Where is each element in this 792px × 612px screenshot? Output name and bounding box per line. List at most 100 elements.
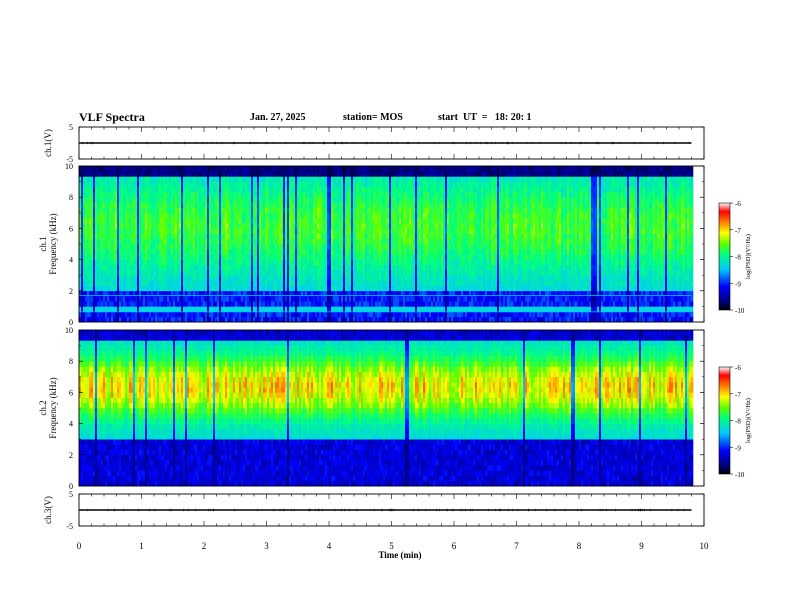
spectrogram-cell	[377, 228, 380, 234]
spectrogram-cell	[119, 202, 122, 208]
spectrogram-cell	[257, 264, 260, 271]
spectrogram-cell	[157, 249, 160, 255]
spectrogram-cell	[381, 296, 384, 302]
spectrogram-cell	[303, 270, 306, 276]
spectrogram-cell	[211, 223, 214, 229]
spectrogram-cell	[273, 218, 276, 224]
spectrogram-cell	[173, 301, 176, 307]
spectrogram-cell	[175, 296, 178, 302]
spectrogram-cell	[351, 249, 354, 255]
spectrogram-cell	[259, 207, 262, 214]
spectrogram-cell	[319, 202, 322, 208]
spectrogram-cell	[299, 212, 302, 219]
spectrogram-cell	[337, 176, 340, 182]
spectrogram-cell	[99, 207, 102, 214]
spectrogram-cell	[91, 270, 94, 276]
spectrogram-cell	[183, 285, 186, 292]
spectrogram-cell	[293, 280, 296, 286]
spectrogram-cell	[85, 296, 88, 302]
spectrogram-cell	[163, 212, 166, 219]
spectrogram-cell	[113, 207, 116, 214]
spectrogram-cell	[273, 280, 276, 286]
spectrogram-cell	[273, 192, 276, 198]
spectrogram-cell	[135, 197, 138, 203]
spectrogram-cell	[367, 181, 370, 188]
spectrogram-cell	[123, 233, 126, 240]
spectrogram-cell	[193, 259, 196, 266]
spectrogram-cell	[291, 285, 294, 292]
spectrogram-cell	[309, 166, 312, 172]
spectrogram-cell	[137, 197, 140, 203]
spectrogram-cell	[329, 244, 332, 250]
spectrogram-cell	[285, 290, 288, 297]
spectrogram-cell	[357, 238, 360, 245]
spectrogram-cell	[345, 259, 348, 266]
spectrogram-cell	[219, 316, 222, 323]
spectrogram-cell	[117, 202, 120, 208]
spectrogram-cell	[129, 306, 132, 312]
spectrogram-cell	[89, 207, 92, 214]
spectrogram-cell	[347, 238, 350, 245]
spectrogram-cell	[243, 259, 246, 266]
spectrogram-cell	[81, 311, 84, 318]
spectrogram-cell	[291, 275, 294, 281]
spectrogram-cell	[331, 197, 334, 203]
spectrogram-cell	[259, 280, 262, 286]
spectrogram-cell	[175, 264, 178, 271]
spectrogram-cell	[171, 264, 174, 271]
spectrogram-cell	[197, 207, 200, 214]
spectrogram-cell	[389, 223, 392, 229]
spectrogram-cell	[297, 259, 300, 266]
spectrogram-cell	[127, 186, 130, 193]
spectrogram-cell	[407, 218, 410, 224]
spectrogram-cell	[397, 228, 400, 234]
spectrogram-cell	[379, 290, 382, 297]
spectrogram-cell	[395, 238, 398, 245]
spectrogram-cell	[131, 212, 134, 219]
spectrogram-cell	[277, 233, 280, 240]
spectrogram-cell	[285, 264, 288, 271]
spectrogram-cell	[95, 285, 98, 292]
spectrogram-cell	[315, 228, 318, 234]
spectrogram-cell	[389, 197, 392, 203]
spectrogram-cell	[371, 171, 374, 177]
spectrogram-cell	[377, 290, 380, 297]
spectrogram-cell	[285, 316, 288, 323]
spectrogram-cell	[409, 207, 412, 214]
spectrogram-cell	[213, 192, 216, 198]
spectrogram-cell	[89, 197, 92, 203]
spectrogram-cell	[249, 270, 252, 276]
spectrogram-cell	[229, 176, 232, 182]
spectrogram-cell	[387, 218, 390, 224]
spectrogram-cell	[353, 181, 356, 188]
spectrogram-cell	[217, 238, 220, 245]
spectrogram-cell	[135, 280, 138, 286]
spectrogram-cell	[137, 244, 140, 250]
spectrogram-cell	[195, 176, 198, 182]
spectrogram-cell	[149, 218, 152, 224]
spectrogram-cell	[143, 176, 146, 182]
spectrogram-cell	[375, 181, 378, 188]
spectrogram-cell	[295, 171, 298, 177]
spectrogram-cell	[221, 238, 224, 245]
spectrogram-cell	[189, 244, 192, 250]
spectrogram-cell	[107, 270, 110, 276]
spectrogram-cell	[233, 181, 236, 188]
spectrogram-cell	[355, 218, 358, 224]
spectrogram-cell	[323, 301, 326, 307]
spectrogram-cell	[93, 244, 96, 250]
spectrogram-cell	[337, 311, 340, 318]
spectrogram-cell	[369, 212, 372, 219]
spectrogram-cell	[113, 244, 116, 250]
spectrogram-cell	[269, 290, 272, 297]
spectrogram-cell	[383, 264, 386, 271]
spectrogram-cell	[203, 181, 206, 188]
spectrogram-cell	[333, 233, 336, 240]
spectrogram-cell	[377, 223, 380, 229]
spectrogram-cell	[365, 186, 368, 193]
spectrogram-cell	[83, 285, 86, 292]
spectrogram-cell	[107, 176, 110, 182]
spectrogram-cell	[297, 296, 300, 302]
spectrogram-cell	[221, 264, 224, 271]
spectrogram-cell	[403, 223, 406, 229]
